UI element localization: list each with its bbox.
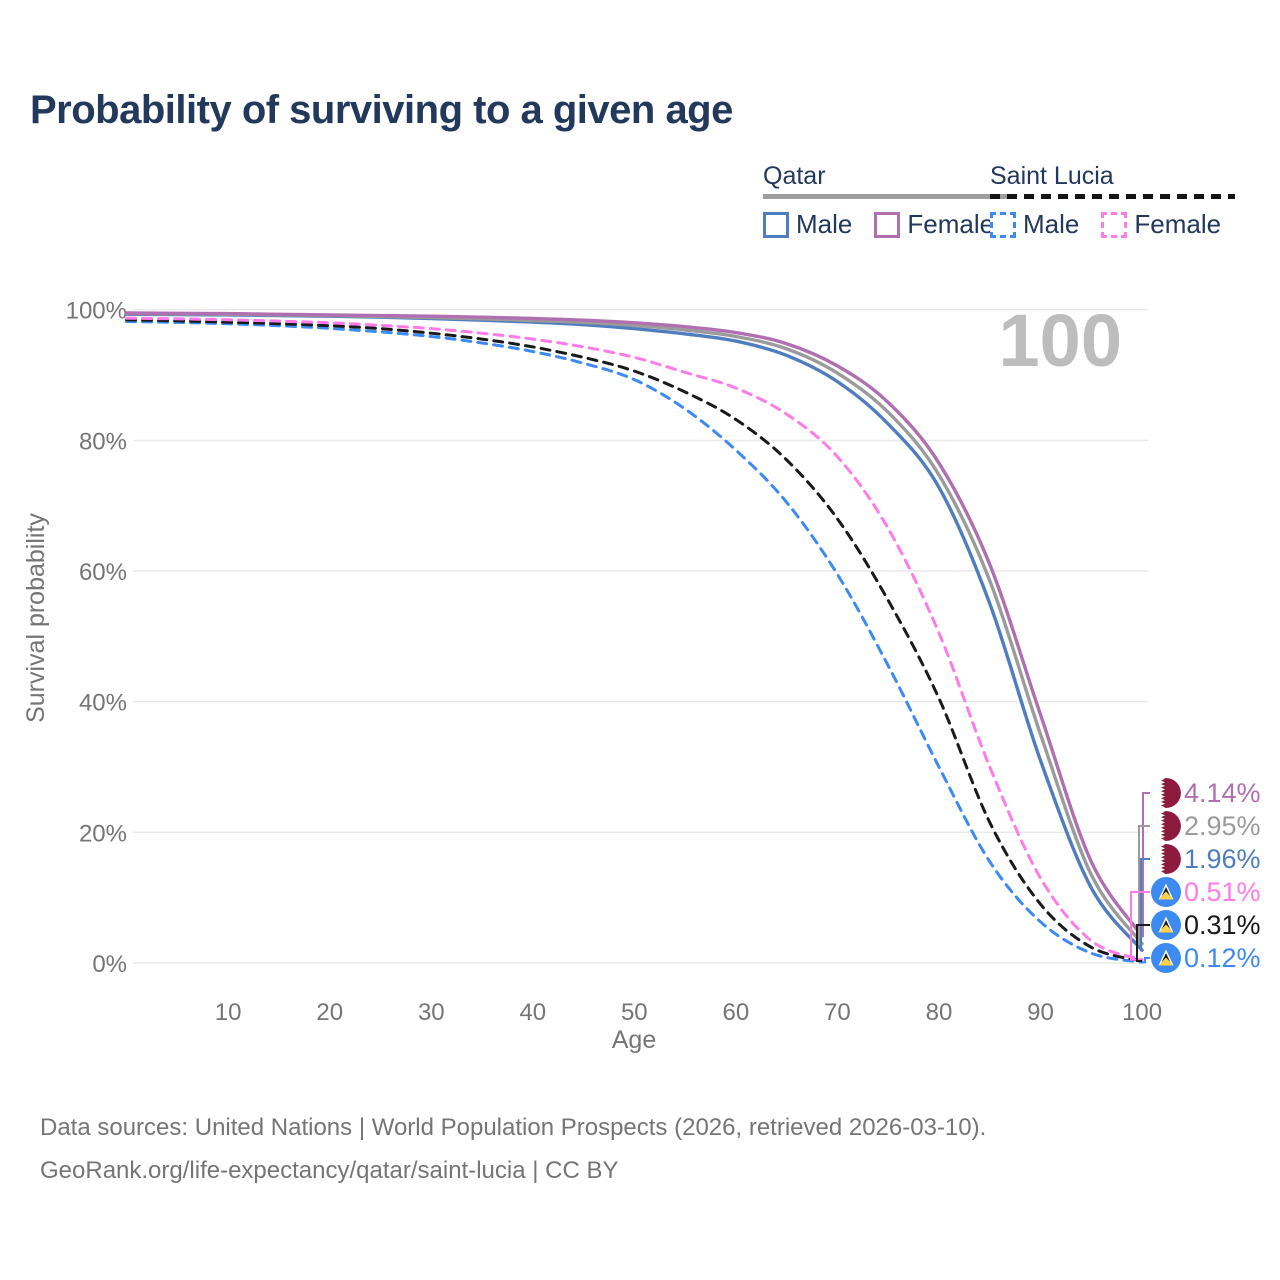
x-tick-label: 70 [824,999,851,1026]
y-tick-label: 80% [79,428,127,455]
footer: Data sources: United Nations | World Pop… [40,1106,986,1192]
end-label-leader-line [1142,792,1150,937]
page-title: Probability of surviving to a given age [30,88,733,132]
x-axis-title: Age [612,1026,656,1054]
grid-layer: 0% 20% 40% 60% 80% 100% 10 20 30 40 50 60 70 80 90 100 [66,298,1163,1026]
legend-label: Female [907,209,995,239]
series-line-qatar-female[interactable] [124,311,1144,938]
legend-title-qatar: Qatar [763,162,826,190]
legend-underline-saint-lucia-dashed [990,194,1236,199]
qatar-flag-icon [1151,810,1181,842]
saint-lucia-flag-icon [1151,877,1181,907]
end-value-label: 0.31% [1184,910,1261,940]
y-tick-label: 40% [79,690,127,717]
end-value-label: 4.14% [1184,778,1261,808]
x-tick-label: 30 [418,999,445,1026]
legend-group-qatar: Qatar Male Female [763,162,1009,240]
end-value-label: 0.12% [1184,943,1261,973]
legend-underline-qatar-solid [763,194,1009,199]
legend-item-qatar-male[interactable]: Male [763,209,852,240]
legend-label: Female [1134,209,1222,239]
end-label-leader-line [1140,858,1150,952]
qatar-male-line-swatch-icon [763,211,789,238]
footer-attribution: GeoRank.org/life-expectancy/qatar/saint-… [40,1157,619,1184]
qatar-female-line-swatch-icon [874,211,901,238]
x-tick-label: 90 [1027,999,1054,1026]
x-tick-label: 60 [723,999,750,1026]
series-line-saint-lucia-female[interactable] [125,316,1144,962]
qatar-flag-icon [1151,843,1181,875]
end-value-label: 1.96% [1184,844,1261,874]
y-tick-label: 20% [79,820,127,847]
x-tick-label: 40 [519,999,546,1026]
saint-lucia-male-line-swatch-icon [990,211,1016,238]
x-tick-label: 100 [1122,999,1162,1026]
qatar-flag-icon [1151,777,1181,809]
legend-item-qatar-female[interactable]: Female [874,209,994,240]
y-tick-label: 60% [79,559,127,586]
end-label-leader-line [1136,924,1150,962]
legend-label: Male [796,209,853,239]
series-line-qatar-male[interactable] [124,312,1144,952]
series-line-saint-lucia-both-sexes[interactable] [125,318,1144,963]
footer-data-sources: Data sources: United Nations | World Pop… [40,1114,987,1141]
legend-item-saint-lucia-male[interactable]: Male [990,209,1079,240]
end-value-label: 2.95% [1184,811,1261,841]
legend-title-saint-lucia: Saint Lucia [990,162,1114,190]
end-label-leader-line [1142,957,1150,964]
legend-group-saint-lucia: Saint Lucia Male Female [990,162,1236,240]
y-axis-title: Survival probability [22,513,50,723]
series-line-saint-lucia-male[interactable] [125,320,1144,964]
series-line-qatar-both-sexes[interactable] [124,311,1144,946]
legend-item-saint-lucia-female[interactable]: Female [1101,209,1221,240]
x-tick-label: 80 [926,999,953,1026]
x-tick-label: 10 [215,999,242,1026]
x-tick-label: 20 [316,999,343,1026]
end-label-layer: 4.14%2.95%1.96%0.51%0.31%0.12% [1130,777,1261,973]
series-layer [124,311,1144,964]
end-value-label: 0.51% [1184,877,1261,907]
saint-lucia-female-line-swatch-icon [1101,211,1128,238]
saint-lucia-flag-icon [1151,943,1181,973]
y-tick-label: 100% [66,298,127,325]
y-tick-label: 0% [92,951,127,978]
legend-label: Male [1023,209,1080,239]
saint-lucia-flag-icon [1151,910,1181,940]
age-watermark: 100 [999,299,1122,382]
x-tick-label: 50 [621,999,648,1026]
